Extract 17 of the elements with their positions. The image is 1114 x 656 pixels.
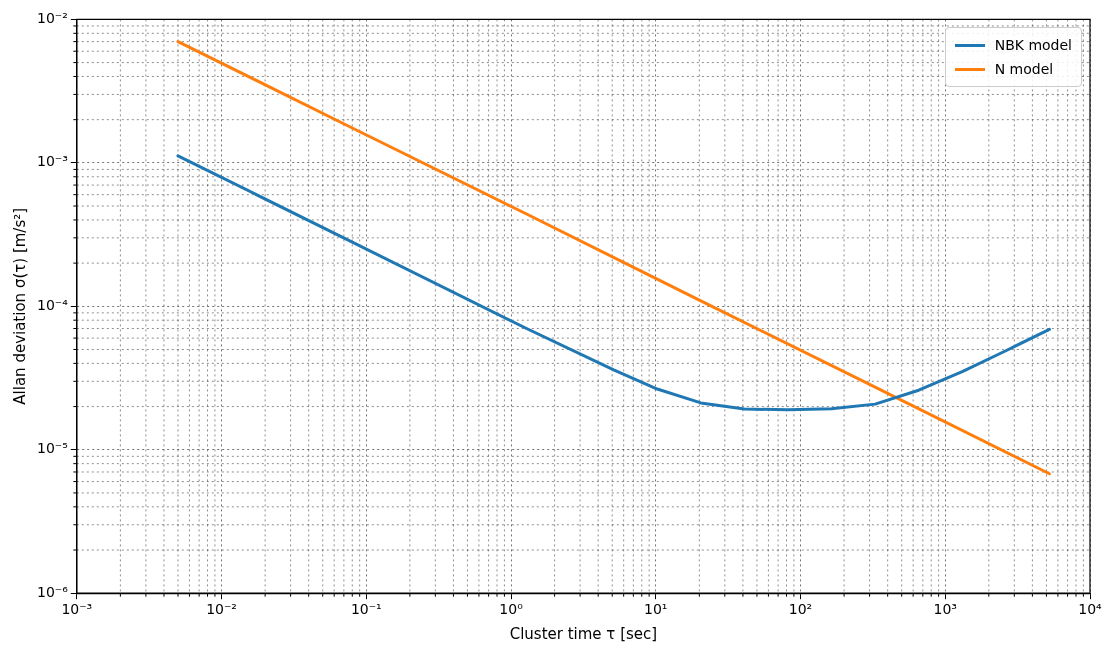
x-axis-title: Cluster time τ [sec] — [509, 624, 658, 643]
x-tick-label: 10⁻² — [206, 601, 237, 618]
y-axis-title: Allan deviation σ(τ) [m/s²] — [10, 207, 29, 405]
x-tick-label: 10¹ — [644, 601, 668, 618]
x-tick-label: 10⁰ — [499, 601, 524, 618]
y-tick-label: 10⁻³ — [36, 153, 68, 170]
legend-label: N model — [994, 60, 1054, 80]
y-tick-label: 10⁻² — [36, 10, 68, 27]
x-tick-label: 10⁴ — [1078, 601, 1103, 618]
x-tick-label: 10⁻¹ — [350, 601, 382, 618]
x-tick-label: 10³ — [933, 601, 957, 618]
y-tick-label: 10⁻⁴ — [36, 296, 69, 313]
x-tick-label: 10⁻³ — [61, 601, 93, 618]
y-tick-label: 10⁻⁵ — [36, 440, 68, 457]
y-tick-label: 10⁻⁶ — [36, 583, 69, 600]
x-tick-label: 10² — [788, 601, 813, 618]
legend-label: NBK model — [994, 36, 1072, 56]
